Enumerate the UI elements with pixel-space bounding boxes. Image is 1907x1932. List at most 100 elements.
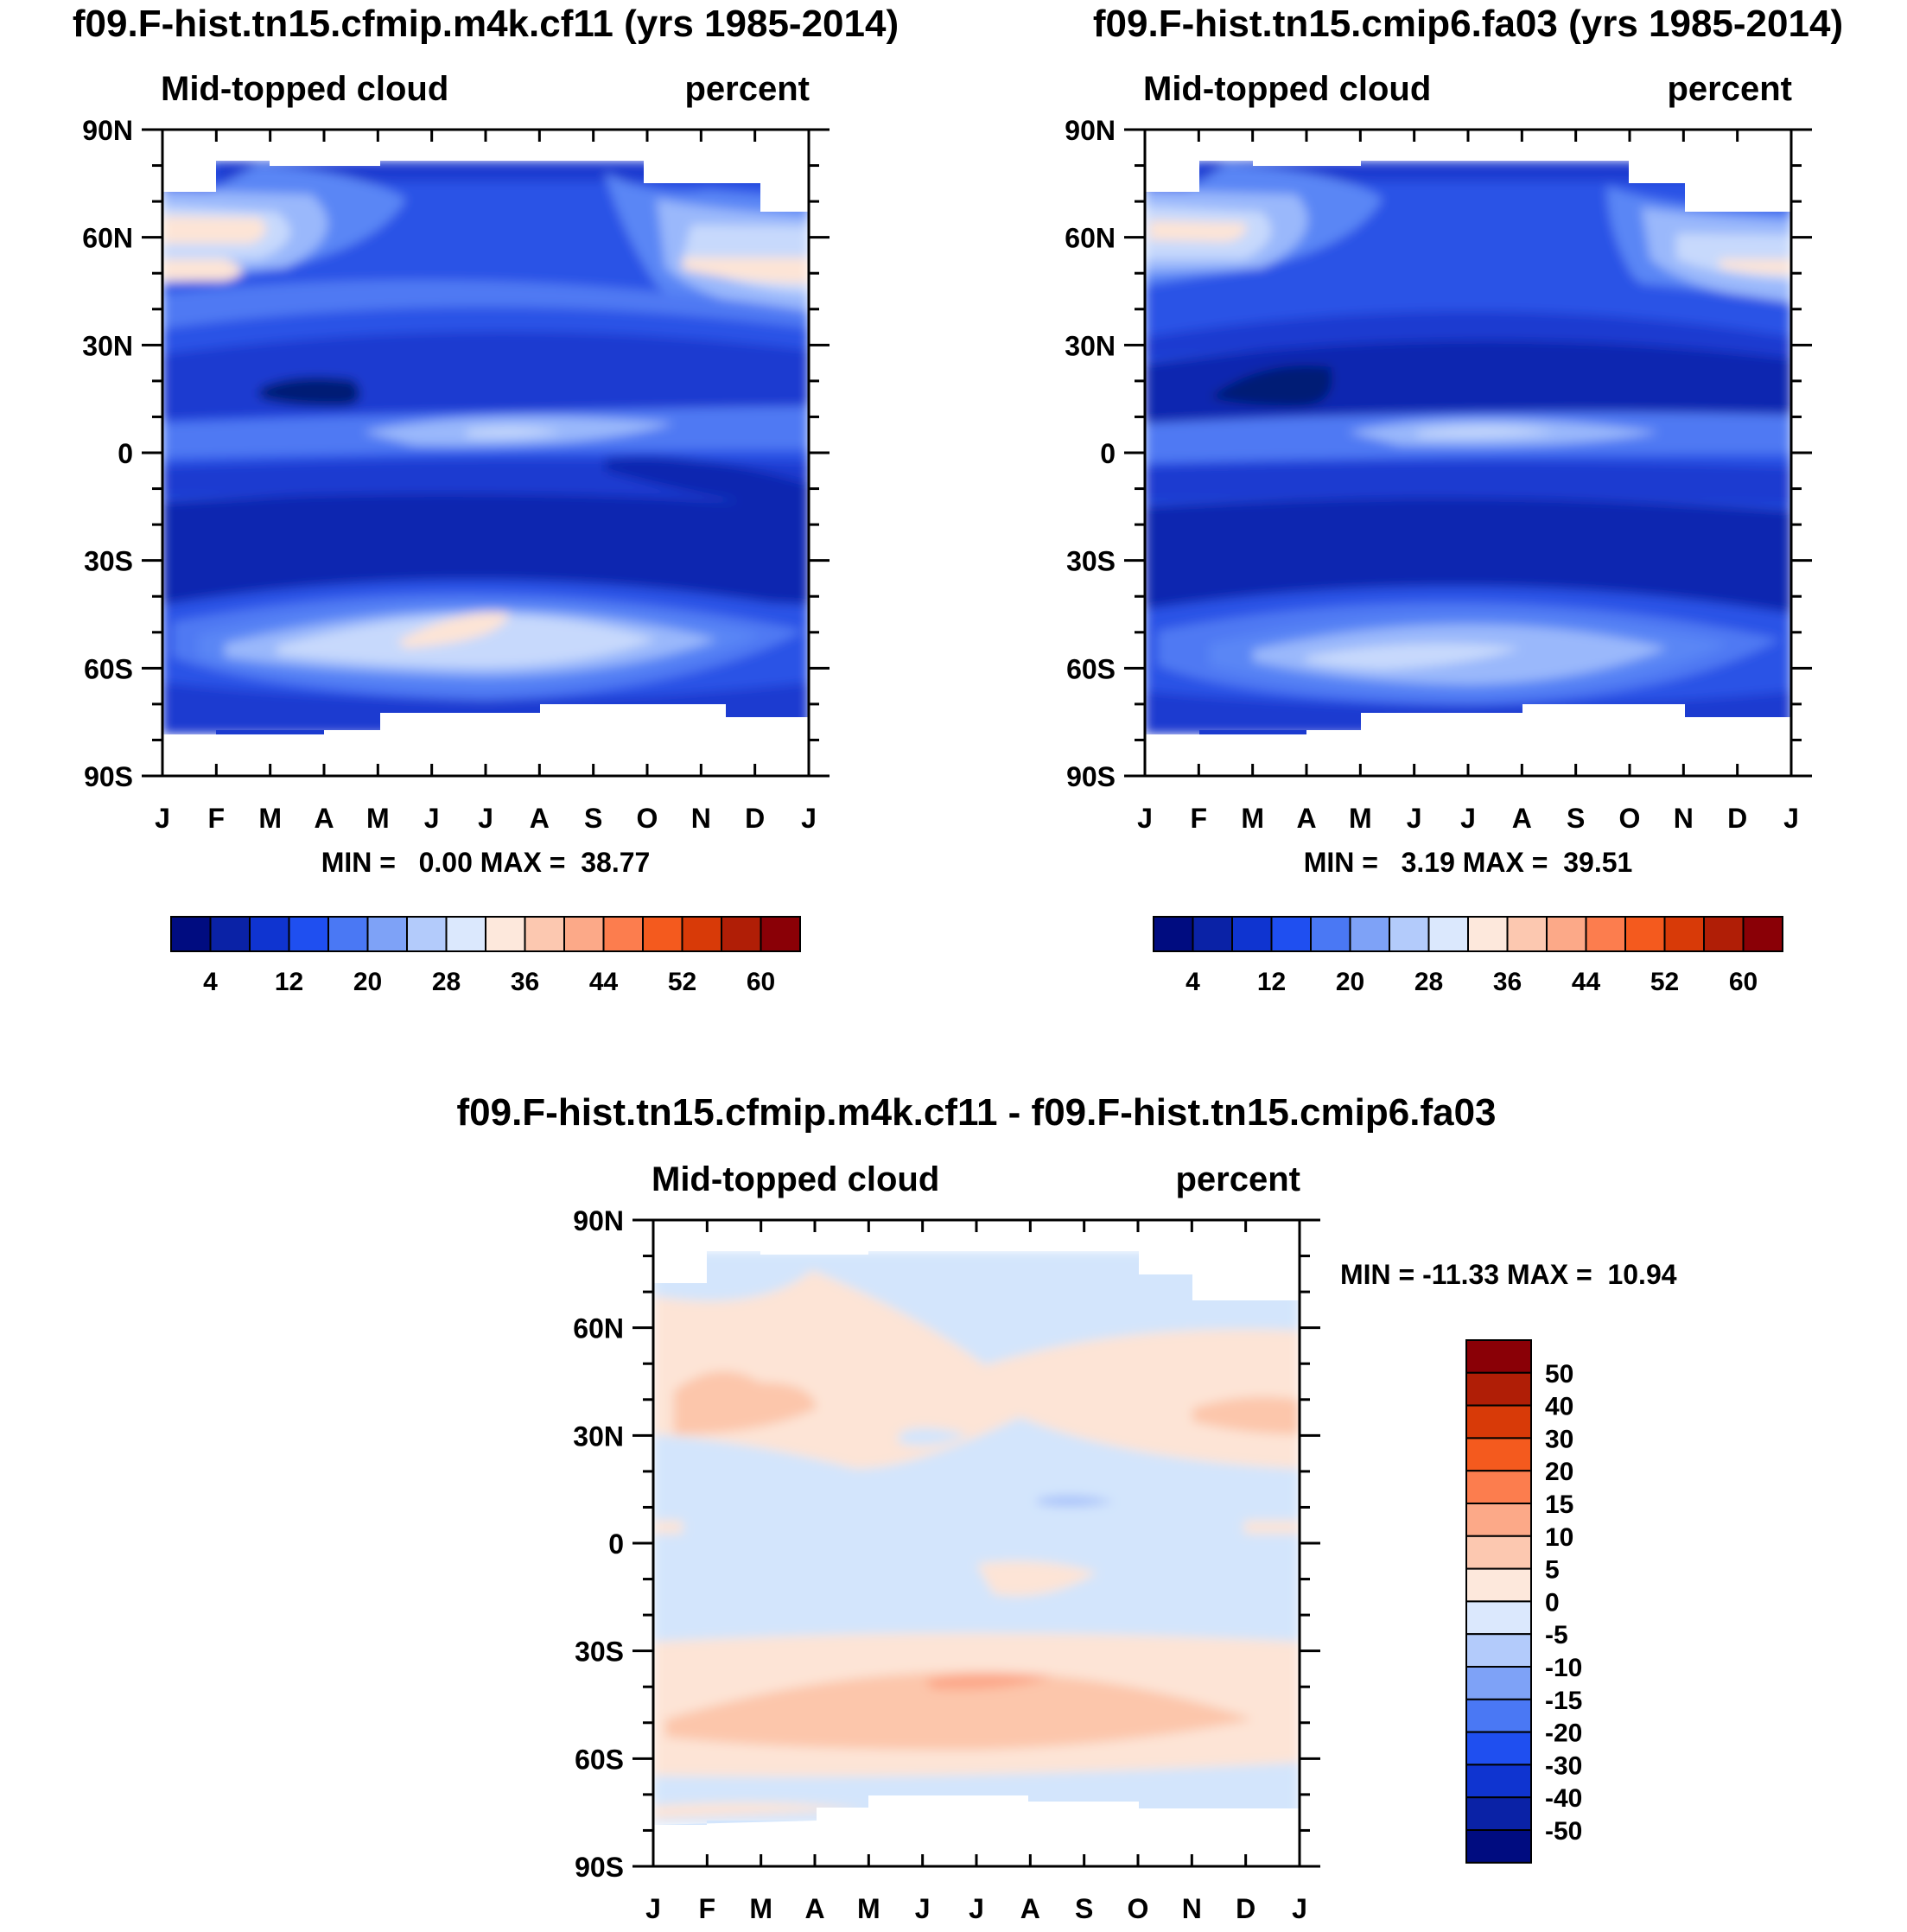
x-tick-label: M [366,803,390,834]
colorbar-swatch [1465,1731,1532,1766]
x-tick-label: A [1296,803,1316,834]
colorbar-label: 36 [1493,968,1522,996]
colorbar-swatch [563,916,605,952]
panel-2-subtitle-right: percent [1668,70,1793,108]
panel-3: f09.F-hist.tn15.cfmip.m4k.cf11 - f09.F-h… [456,1091,1676,1924]
colorbar-swatch [170,916,212,952]
x-tick-label: J [1460,803,1476,834]
x-tick-label: J [1407,803,1422,834]
colorbar-label: -50 [1545,1817,1582,1846]
colorbar-label: 4 [1186,968,1200,996]
colorbar-swatch [288,916,329,952]
y-tick-label: 90N [573,1205,624,1236]
panel-1-title: f09.F-hist.tn15.cfmip.m4k.cf11 (yrs 1985… [73,3,899,45]
colorbar-label: -5 [1545,1621,1568,1649]
x-tick-label: F [699,1893,716,1924]
x-tick-label: N [691,803,711,834]
x-tick-label: J [1292,1893,1307,1924]
y-tick-label: 30N [82,330,133,361]
colorbar-label: 28 [432,968,461,996]
colorbar-label: 28 [1414,968,1443,996]
colorbar-swatch [1465,1503,1532,1537]
colorbar-swatch [760,916,801,952]
colorbar-label: 44 [1572,968,1601,996]
colorbar-label: 0 [1545,1588,1560,1617]
colorbar-swatch [1153,916,1194,952]
y-tick-label: 60S [575,1744,624,1775]
colorbar-swatch [327,916,369,952]
x-tick-label: J [155,803,170,834]
x-tick-label: M [857,1893,880,1924]
colorbar-swatch [1389,916,1430,952]
y-tick-label: 60S [84,653,133,684]
x-tick-label: M [1241,803,1264,834]
x-tick-label: J [915,1893,931,1924]
x-tick-label: M [749,1893,772,1924]
colorbar-swatch [406,916,448,952]
colorbar-label: -30 [1545,1751,1582,1780]
colorbar-swatch [1465,1470,1532,1504]
colorbar-label: 52 [1650,968,1679,996]
x-tick-label: D [1236,1893,1255,1924]
x-tick-label: F [1191,803,1208,834]
colorbar-label: 30 [1545,1425,1573,1453]
colorbar-swatch [209,916,251,952]
x-tick-label: J [969,1893,984,1924]
panel-1-subtitle-left: Mid-topped cloud [161,70,448,108]
colorbar-label: 60 [747,968,775,996]
y-tick-label: 60N [82,223,133,254]
panel-3-subtitle-right: percent [1176,1160,1301,1198]
colorbar-swatch [1465,1535,1532,1570]
colorbar-swatch [1465,1633,1532,1668]
colorbar-label: 44 [589,968,619,996]
x-tick-label: A [314,803,334,834]
x-tick-label: S [1075,1893,1093,1924]
colorbar-label: 4 [203,968,218,996]
colorbar-label: 20 [353,968,382,996]
colorbar-label: 12 [1257,968,1286,996]
colorbar-swatch [1703,916,1745,952]
colorbar-label: 40 [1545,1393,1573,1421]
y-tick-label: 30S [575,1636,624,1668]
y-tick-label: 90N [82,115,133,146]
colorbar-swatch [1465,1666,1532,1700]
colorbar-swatch [721,916,762,952]
x-tick-label: J [645,1893,661,1924]
colorbar-swatch [524,916,565,952]
y-tick-label: 30S [84,546,133,577]
colorbar-label: 10 [1545,1523,1573,1552]
colorbar-swatch [1465,1796,1532,1831]
colorbar-swatch [366,916,408,952]
colorbar-swatch [681,916,722,952]
x-tick-label: D [1727,803,1747,834]
colorbar-swatch [1465,1600,1532,1636]
colorbar-swatch [1231,916,1273,952]
panel-3-subtitle-left: Mid-topped cloud [652,1160,939,1198]
x-tick-label: A [1020,1893,1040,1924]
panel-1-contour-field [162,130,809,776]
panel-3-stats: MIN = -11.33 MAX = 10.94 [1340,1259,1677,1290]
colorbar-swatch [485,916,526,952]
y-tick-label: 0 [1100,438,1116,469]
panel-2-title: f09.F-hist.tn15.cmip6.fa03 (yrs 1985-201… [1093,3,1843,45]
x-tick-label: A [804,1893,824,1924]
colorbar-swatch [1467,916,1509,952]
panel-1-y-ticks: 90N 60N 30N 0 30S 60S 90S [82,115,830,792]
colorbar-swatch [1585,916,1626,952]
panel-2-stats: MIN = 3.19 MAX = 39.51 [1304,847,1633,878]
y-tick-label: 90S [84,761,133,792]
colorbar-swatch [1663,916,1705,952]
x-tick-label: A [1512,803,1532,834]
y-tick-label: 60S [1066,653,1116,684]
y-tick-label: 60N [1065,223,1116,254]
colorbar-swatch [1465,1764,1532,1799]
x-tick-label: M [258,803,282,834]
panel-3-contour-field [653,1220,1300,1866]
colorbar-swatch [602,916,644,952]
panel-1-stats: MIN = 0.00 MAX = 38.77 [321,847,651,878]
colorbar-swatch [1465,1829,1532,1864]
panel-2: f09.F-hist.tn15.cmip6.fa03 (yrs 1985-201… [1065,3,1843,996]
